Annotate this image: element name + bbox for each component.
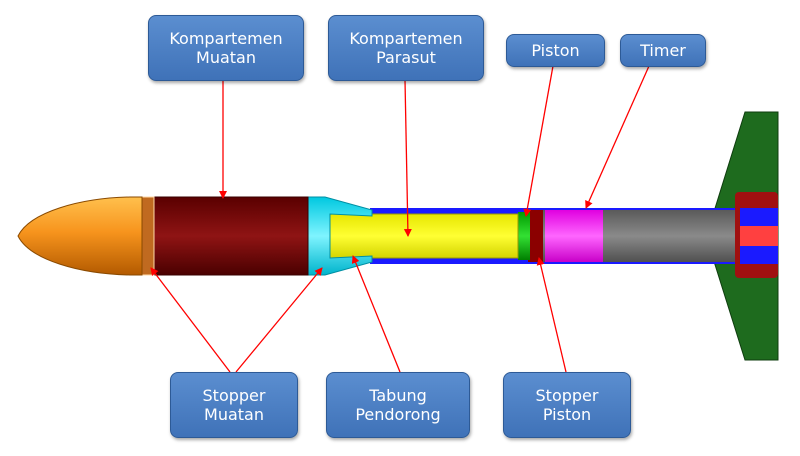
timer-block bbox=[545, 210, 603, 262]
arrow-tabung-pendorong bbox=[351, 255, 401, 373]
arrow-stopper-muatan-left bbox=[150, 267, 231, 373]
pointer-arrows bbox=[150, 65, 650, 373]
piston-stopper-block bbox=[528, 210, 543, 262]
label-stopper-piston: Stopper Piston bbox=[503, 372, 631, 438]
label-piston: Piston bbox=[506, 34, 605, 67]
label-kompartemen-muatan-line1: Kompartemen bbox=[169, 29, 283, 48]
label-tabung-pendorong: Tabung Pendorong bbox=[326, 372, 470, 438]
label-kompartemen-parasut-line2: Parasut bbox=[376, 48, 436, 67]
aft-nozzle-core bbox=[740, 226, 778, 246]
label-stopper-muatan: Stopper Muatan bbox=[170, 372, 298, 438]
label-kompartemen-parasut: Kompartemen Parasut bbox=[328, 15, 484, 81]
payload-compartment-block bbox=[151, 196, 309, 276]
label-kompartemen-muatan-line2: Muatan bbox=[196, 48, 256, 67]
label-stopper-muatan-line1: Stopper bbox=[202, 386, 266, 405]
label-timer: Timer bbox=[620, 34, 706, 67]
label-tabung-pendorong-line2: Pendorong bbox=[355, 405, 441, 424]
parachute-compartment-block bbox=[329, 213, 519, 259]
arrow-timer bbox=[585, 65, 650, 209]
label-tabung-pendorong-line1: Tabung bbox=[369, 386, 427, 405]
label-timer-line1: Timer bbox=[640, 41, 686, 60]
label-stopper-piston-line2: Piston bbox=[542, 405, 592, 424]
label-stopper-piston-line1: Stopper bbox=[535, 386, 599, 405]
piston-block bbox=[518, 212, 530, 260]
arrow-stopper-muatan-right bbox=[235, 267, 323, 373]
arrow-stopper-piston bbox=[536, 257, 567, 373]
label-kompartemen-muatan: Kompartemen Muatan bbox=[148, 15, 304, 81]
label-stopper-muatan-line2: Muatan bbox=[204, 405, 264, 424]
arrow-piston bbox=[523, 65, 554, 217]
nose-cone bbox=[17, 196, 143, 276]
label-kompartemen-parasut-line1: Kompartemen bbox=[349, 29, 463, 48]
arrow-kompartemen-parasut bbox=[403, 79, 412, 237]
label-piston-line1: Piston bbox=[531, 41, 580, 60]
